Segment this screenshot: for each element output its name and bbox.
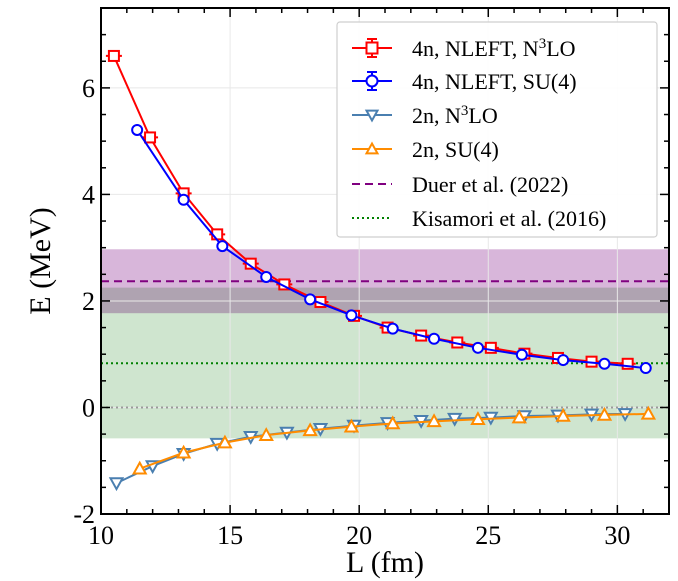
data-point xyxy=(471,341,484,354)
data-point xyxy=(177,193,190,206)
legend-label-ref-1: Kisamori et al. (2016) xyxy=(412,206,606,231)
data-point xyxy=(515,348,528,361)
x-tick-label: 15 xyxy=(217,521,243,550)
data-point xyxy=(598,357,611,370)
y-tick-label: 4 xyxy=(82,180,95,209)
data-point xyxy=(596,406,613,421)
legend-marker xyxy=(365,41,379,55)
data-point xyxy=(144,131,157,144)
legend-label-3: 2n, SU(4) xyxy=(412,137,499,162)
legend-label-ref-0: Duer et al. (2022) xyxy=(412,172,568,197)
legend-marker xyxy=(364,141,380,155)
data-point xyxy=(345,309,358,322)
axis-ticks: 10 15 20 25 30 -2 0 2 4 6 xyxy=(73,7,670,550)
data-point xyxy=(216,240,229,253)
data-point xyxy=(386,322,399,335)
legend-label-2: 2n, N3LO xyxy=(412,103,498,128)
data-point xyxy=(426,413,442,428)
data-point xyxy=(640,405,657,420)
legend: 4n, NLEFT, N3LO 4n, NLEFT, SU(4) 2n, N3LO 2… xyxy=(336,21,658,238)
series-1 xyxy=(131,123,652,375)
data-point xyxy=(175,444,192,459)
data-point xyxy=(107,49,120,62)
y-tick-label: -2 xyxy=(73,500,95,529)
data-point xyxy=(302,422,318,437)
data-point xyxy=(132,460,148,475)
data-series xyxy=(105,49,657,492)
data-point xyxy=(621,357,634,370)
legend-marker xyxy=(364,109,380,123)
data-point xyxy=(385,415,401,430)
data-point xyxy=(639,362,652,375)
uncertainty-bands xyxy=(101,249,669,439)
data-point xyxy=(428,332,441,345)
data-point xyxy=(343,418,360,433)
reference-lines xyxy=(101,280,669,409)
y-tick-label: 6 xyxy=(82,74,95,103)
y-tick-label: 0 xyxy=(82,393,95,422)
legend-box xyxy=(336,21,658,238)
data-point xyxy=(131,123,144,136)
x-tick-label: 25 xyxy=(475,521,501,550)
x-axis-label: L (fm) xyxy=(346,546,424,579)
y-tick-label: 2 xyxy=(82,287,95,316)
legend-marker xyxy=(365,74,379,88)
data-point xyxy=(108,477,125,492)
data-point xyxy=(555,407,571,422)
series-3 xyxy=(132,405,657,475)
data-point xyxy=(470,411,486,425)
y-axis-label: E (MeV) xyxy=(24,207,57,314)
legend-label-0: 4n, NLEFT, N3LO xyxy=(412,36,576,61)
data-point xyxy=(484,341,497,354)
data-point xyxy=(217,434,233,449)
uncertainty-band-1 xyxy=(101,287,669,439)
data-point xyxy=(258,427,274,441)
data-point xyxy=(304,293,317,306)
x-tick-label: 20 xyxy=(346,521,372,550)
data-point xyxy=(260,270,273,283)
legend-label-1: 4n, NLEFT, SU(4) xyxy=(412,69,577,94)
data-point xyxy=(557,354,570,367)
data-point xyxy=(511,409,527,424)
x-tick-label: 30 xyxy=(604,521,630,550)
x-tick-label: 10 xyxy=(88,521,114,550)
